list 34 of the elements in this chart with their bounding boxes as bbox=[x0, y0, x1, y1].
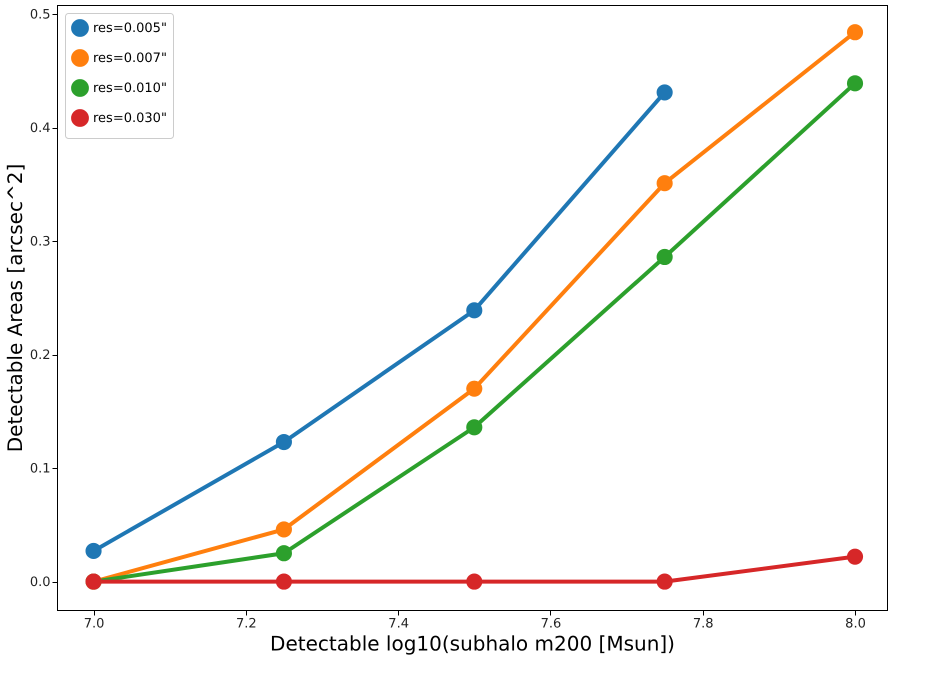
point bbox=[276, 545, 292, 562]
x-tick-label: 7.2 bbox=[236, 616, 257, 632]
point bbox=[466, 380, 482, 397]
y-tick-label: 0.4 bbox=[30, 121, 50, 136]
x-tick-label: 7.8 bbox=[692, 616, 714, 632]
point bbox=[276, 434, 292, 450]
legend-label: res=0.010" bbox=[93, 81, 167, 96]
point bbox=[656, 175, 673, 192]
y-tick-label: 0.3 bbox=[30, 234, 50, 250]
x-tick-label: 7.4 bbox=[388, 616, 409, 632]
point bbox=[466, 419, 482, 436]
x-axis-title: Detectable log10(subhalo m200 [Msun]) bbox=[270, 632, 675, 656]
point bbox=[276, 521, 292, 538]
point bbox=[846, 24, 864, 40]
y-tick-label: 0.5 bbox=[30, 8, 50, 23]
point bbox=[656, 84, 673, 100]
point bbox=[656, 248, 673, 266]
point bbox=[846, 548, 864, 565]
x-tick-label: 7.6 bbox=[540, 616, 562, 632]
point bbox=[85, 542, 102, 560]
point bbox=[846, 75, 864, 92]
y-axis-title: Detectable Areas [arcsec^2] bbox=[2, 164, 27, 452]
legend-label: res=0.005" bbox=[93, 21, 167, 36]
y-tick-label: 0.2 bbox=[30, 348, 50, 364]
legend-label: res=0.030" bbox=[93, 111, 167, 126]
point bbox=[466, 302, 482, 318]
legend-label: res=0.007" bbox=[93, 51, 167, 66]
y-tick-label: 0.1 bbox=[30, 462, 50, 477]
point bbox=[466, 574, 482, 590]
point bbox=[276, 574, 292, 590]
y-tick-label: 0.0 bbox=[30, 575, 50, 590]
x-tick-label: 7.0 bbox=[84, 616, 104, 632]
point bbox=[656, 574, 673, 590]
x-tick-label: 8.0 bbox=[845, 616, 866, 632]
